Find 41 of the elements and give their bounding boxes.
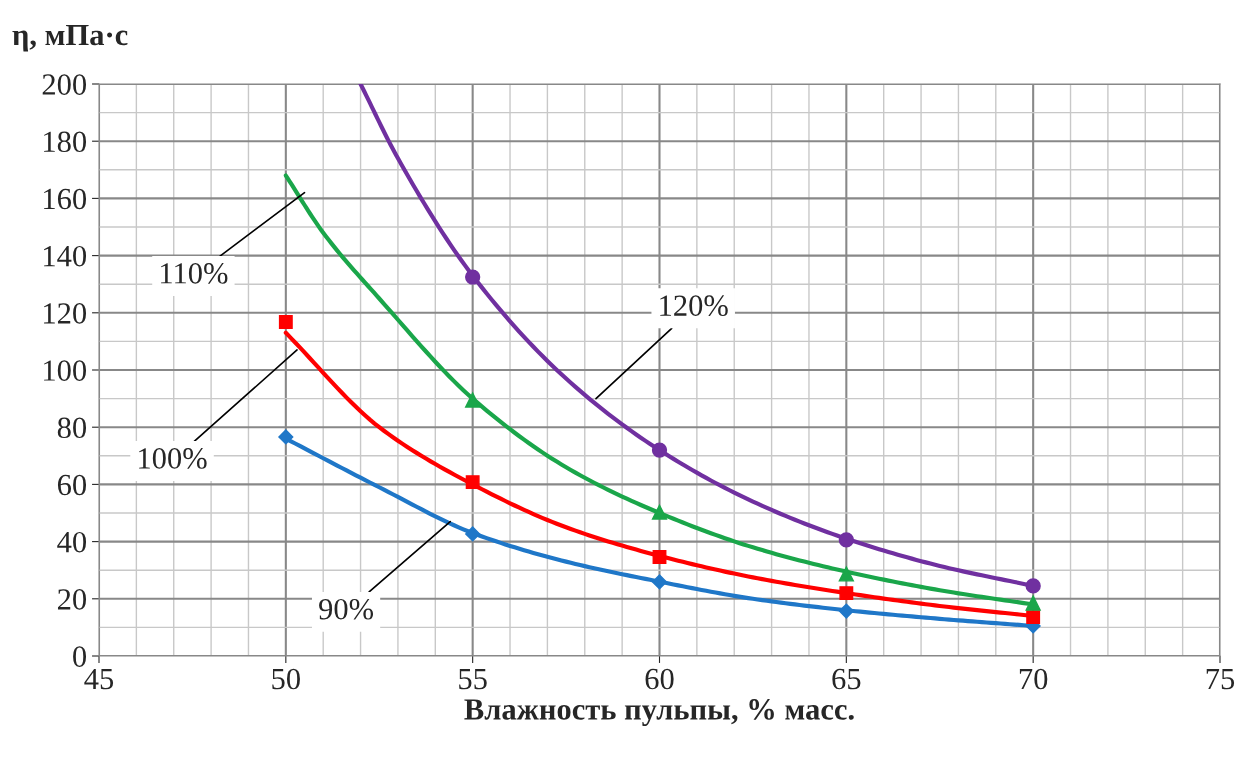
annotation: 100%: [139, 448, 207, 469]
point: [838, 566, 854, 582]
y-tick-label: 160: [44, 188, 87, 210]
x-tick-label: 65: [832, 668, 861, 690]
point: [465, 526, 481, 542]
y-tick-label: 100: [44, 360, 87, 381]
annotation: 90%: [319, 598, 374, 620]
x-tick-label: 50: [272, 668, 300, 690]
point: [1025, 578, 1041, 594]
y-tick-label: 140: [44, 245, 87, 267]
point: [651, 574, 668, 590]
y-tick-label: 20: [57, 589, 87, 610]
point: [278, 315, 293, 329]
point: [651, 504, 668, 520]
y-tick-label: 40: [57, 531, 87, 553]
x-tick-label: 45: [84, 668, 114, 690]
y-tick-label: 120: [44, 303, 87, 324]
point: [465, 269, 481, 285]
point: [465, 392, 481, 408]
point: [1025, 595, 1041, 611]
y-tick-label: 0: [73, 646, 87, 667]
point: [838, 532, 854, 548]
point: [652, 550, 667, 564]
point: [839, 586, 854, 601]
y-tick-label: 200: [42, 74, 87, 95]
x-tick-label: 75: [1206, 669, 1235, 690]
x-tick-label: 60: [645, 668, 674, 690]
annotation: 120%: [660, 295, 728, 317]
x-axis-title: Влажность пульпы, % масс.: [464, 699, 854, 726]
x-tick-label: 70: [1019, 668, 1048, 690]
y-tick-label: 180: [44, 131, 87, 153]
y-tick-label: 60: [57, 474, 87, 496]
y-tick-label: 80: [57, 417, 87, 439]
point: [838, 603, 854, 619]
point: [651, 442, 668, 458]
y-axis-title: η, мПа·с: [12, 24, 128, 52]
point: [1026, 610, 1041, 625]
point: [278, 429, 294, 445]
annotation: 110%: [161, 263, 228, 284]
x-tick-label: 55: [459, 669, 487, 690]
point: [465, 475, 480, 490]
